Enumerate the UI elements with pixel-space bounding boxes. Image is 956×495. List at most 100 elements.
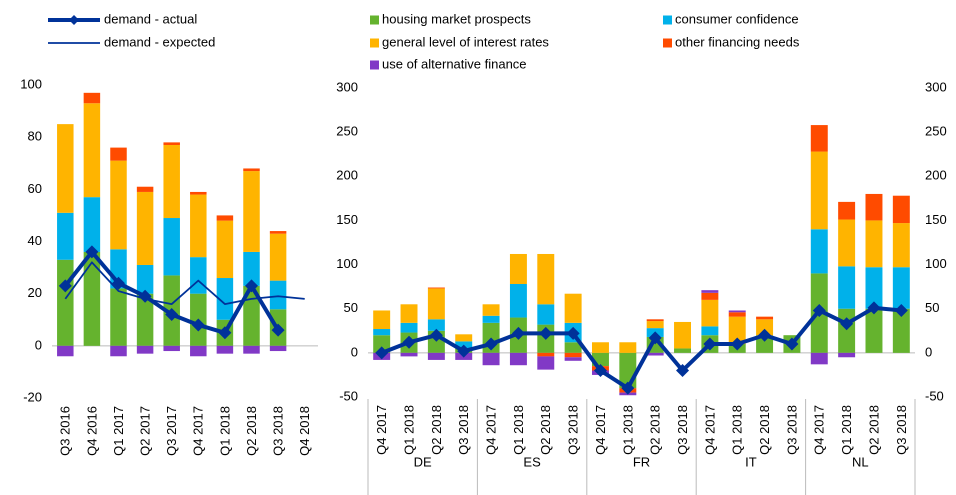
bar-segment [110, 160, 127, 250]
x-tick-label: Q3 2018 [566, 405, 581, 455]
bar-segment [756, 316, 774, 320]
marker [484, 337, 498, 351]
x-tick-label: Q1 2018 [401, 405, 416, 455]
bar-segment [190, 257, 207, 294]
bar-segment [482, 315, 500, 323]
bar-segment [83, 103, 101, 198]
bar-segment [810, 151, 828, 230]
bar-segment [701, 290, 719, 293]
x-tick-label: Q3 2018 [784, 405, 799, 455]
marker [703, 337, 717, 351]
bar-segment [892, 308, 910, 353]
marker [894, 303, 908, 317]
y2-tick-label: 250 [925, 124, 947, 139]
x-tick-label: Q4 2017 [812, 405, 827, 455]
x-tick-label: Q2 2018 [648, 405, 663, 455]
bar-segment [136, 293, 154, 346]
bar-segment [163, 142, 180, 145]
bar-segment [216, 215, 234, 221]
x-tick-label: Q2 2017 [138, 406, 153, 456]
bar-segment [400, 322, 418, 333]
legend-label: consumer confidence [675, 11, 799, 26]
bar-segment [136, 345, 154, 354]
group-label: FR [633, 454, 650, 469]
bar-segment [83, 251, 101, 346]
legend-swatch [370, 60, 379, 70]
x-tick-label: Q2 2018 [538, 405, 553, 455]
bar-segment [373, 329, 391, 336]
bar-segment [701, 299, 719, 327]
bar-segment [537, 356, 555, 370]
bar-segment [57, 345, 74, 357]
marker [758, 328, 772, 342]
bar-segment [619, 342, 637, 353]
bar-segment [865, 267, 883, 309]
bar-segment [756, 319, 774, 336]
x-tick-label: Q2 2018 [429, 405, 444, 455]
bar-segment [269, 233, 287, 281]
x-tick-label: Q1 2018 [511, 405, 526, 455]
marker [58, 279, 72, 293]
x-tick-label: Q1 2018 [217, 406, 232, 456]
bar-segment [482, 352, 500, 366]
bar-segment [591, 342, 609, 353]
bar-segment [83, 197, 101, 252]
x-tick-label: Q4 2017 [593, 405, 608, 455]
y-tick-label: 50 [344, 300, 358, 315]
bar-segment [243, 345, 260, 354]
bar-segment [243, 171, 260, 252]
x-tick-label: Q2 2018 [244, 406, 259, 456]
bar-segment [163, 144, 180, 219]
x-tick-label: Q3 2018 [675, 405, 690, 455]
bar-segment [838, 308, 856, 353]
y-tick-label: 100 [20, 76, 42, 91]
bar-segment [838, 219, 856, 267]
y-tick-label: 200 [336, 168, 358, 183]
x-tick-label: Q1 2018 [839, 405, 854, 455]
bar-segment [810, 352, 828, 365]
bar-segment [646, 321, 664, 329]
bar-segment [216, 345, 234, 354]
bar-segment [865, 308, 883, 353]
x-tick-label: Q2 2018 [757, 405, 772, 455]
bar-segment [509, 253, 527, 284]
legend-marker [69, 15, 79, 25]
legend-swatch [663, 15, 672, 25]
bar-segment [163, 218, 180, 276]
legend-label: demand - expected [104, 34, 215, 49]
marker [867, 301, 881, 315]
marker [730, 337, 744, 351]
marker [785, 337, 799, 351]
marker [402, 335, 416, 349]
x-tick-label: Q4 2016 [84, 406, 99, 456]
bar-segment [427, 288, 445, 320]
bar-segment [243, 285, 260, 346]
bar-segment [136, 186, 154, 192]
marker [165, 308, 179, 322]
bar-segment [509, 283, 527, 318]
y-tick-label: 300 [336, 79, 358, 94]
group-label: DE [414, 454, 432, 469]
y-tick-label: 20 [28, 285, 42, 300]
y-tick-label: 250 [336, 124, 358, 139]
y-tick-label: 150 [336, 212, 358, 227]
bar-segment [163, 345, 180, 352]
marker [457, 344, 471, 358]
bar-segment [728, 310, 746, 313]
bar-segment [455, 334, 473, 342]
bar-segment [810, 229, 828, 274]
bar-segment [190, 345, 207, 357]
bar-segment [810, 125, 828, 152]
x-tick-label: Q4 2018 [297, 406, 312, 456]
y-tick-label: 60 [28, 181, 42, 196]
bar-segment [427, 352, 445, 360]
bar-segment [537, 304, 555, 325]
x-tick-label: Q1 2018 [730, 405, 745, 455]
bar-segment [728, 312, 746, 317]
bar-segment [269, 345, 287, 352]
y-tick-label: 80 [28, 129, 42, 144]
legend-swatch [663, 38, 672, 48]
y2-tick-label: 50 [925, 300, 939, 315]
marker [85, 245, 99, 259]
marker [539, 326, 553, 340]
